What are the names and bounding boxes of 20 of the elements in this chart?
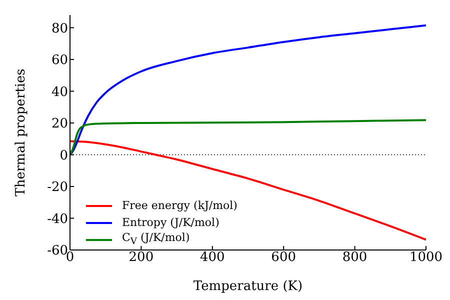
legend-label: C$_{V}$ (J/K/mol)	[122, 231, 190, 248]
legend-label: Free energy (kJ/mol)	[122, 199, 238, 212]
y-tick-label: 60	[51, 53, 68, 68]
y-tick-label: -20	[47, 180, 68, 196]
y-tick-label: 0	[60, 148, 68, 164]
x-tick-label: 1000	[409, 250, 443, 266]
y-tick-label: -60	[47, 244, 68, 259]
x-tick-label: 800	[342, 250, 368, 266]
legend-label: Entropy (J/K/mol)	[122, 216, 220, 229]
x-axis-title: Temperature (K)	[193, 279, 303, 294]
y-axis-title: Thermal properties	[14, 68, 29, 196]
y-tick-label: 80	[51, 21, 68, 36]
x-tick-label: 200	[128, 250, 154, 266]
y-tick-label: 20	[51, 116, 68, 132]
x-tick-label: 600	[271, 250, 296, 266]
line-series	[70, 24, 426, 156]
y-tick-label: 40	[51, 84, 68, 100]
x-tick-label: 400	[200, 250, 225, 266]
line-series	[70, 119, 426, 156]
y-tick-label: -40	[47, 212, 68, 227]
